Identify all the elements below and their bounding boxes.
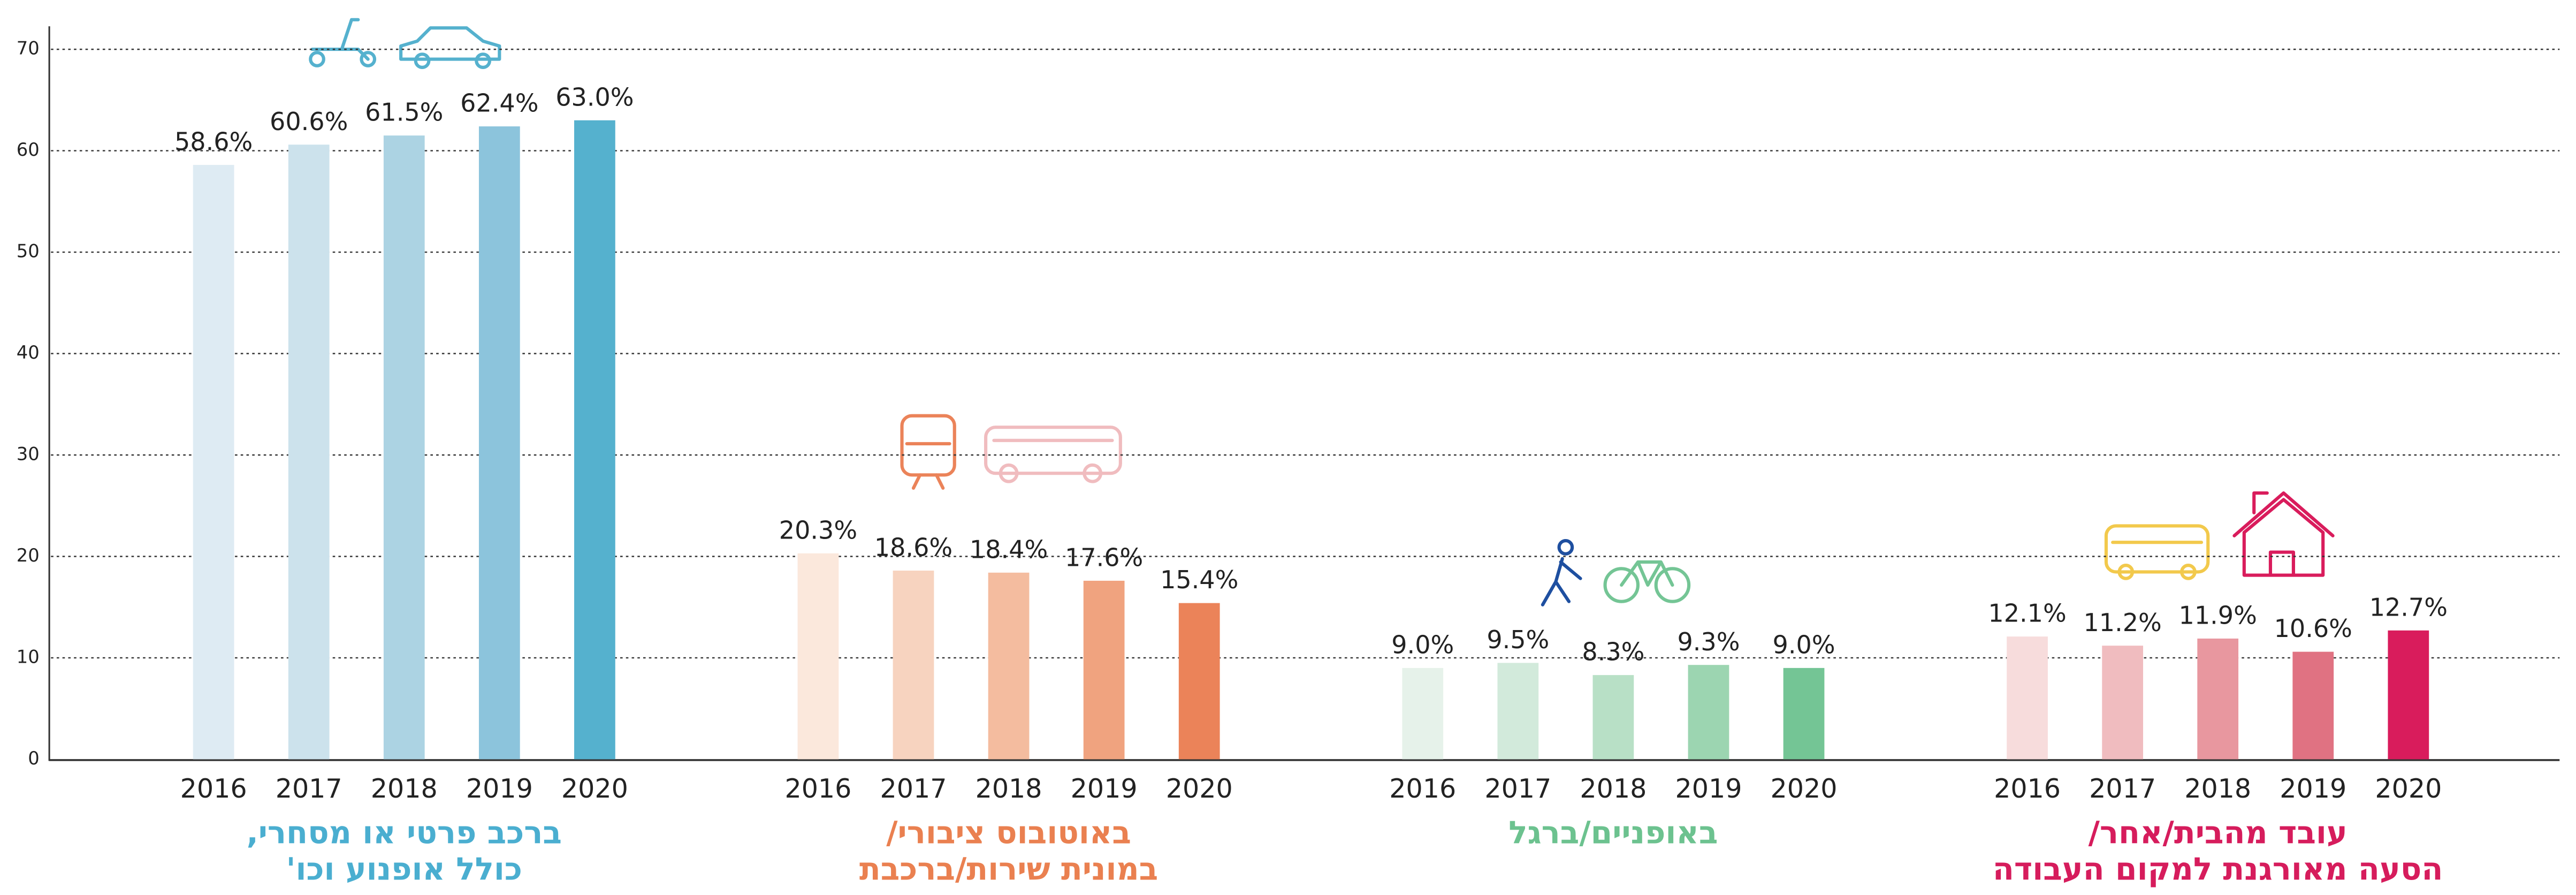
bar (893, 570, 934, 760)
value-label: 8.3% (1582, 638, 1644, 666)
group-label: הסעה מאורגנת למקום העבודה (1993, 851, 2443, 887)
bar (2007, 636, 2048, 760)
group-label: כולל אופנוע וכו' (286, 851, 522, 887)
value-label: 58.6% (174, 127, 253, 156)
value-label: 9.0% (1773, 630, 1835, 659)
value-label: 11.2% (2083, 608, 2161, 637)
group-label: ברכב פרטי או מסחרי, (247, 815, 562, 851)
bar (2388, 630, 2429, 760)
bar (1083, 580, 1125, 760)
x-tick-label: 2016 (784, 773, 851, 804)
house-icon (2232, 491, 2335, 577)
x-tick-label: 2019 (1071, 773, 1138, 804)
value-label: 60.6% (270, 107, 348, 136)
bar (383, 135, 425, 760)
value-label: 18.4% (970, 535, 1048, 564)
y-tick-label: 20 (17, 545, 40, 566)
bar (2197, 638, 2239, 760)
x-tick-label: 2018 (371, 773, 438, 804)
value-label: 9.3% (1677, 627, 1740, 656)
bar (288, 145, 330, 760)
y-tick-label: 0 (28, 748, 39, 769)
y-tick-label: 30 (17, 443, 40, 464)
group-label: עובד מהבית/אחר/ (2089, 815, 2348, 851)
bar (574, 120, 615, 760)
bar (797, 553, 839, 760)
y-tick-label: 70 (17, 38, 40, 59)
bar (2292, 651, 2334, 760)
group-label: באוטובוס ציבורי/ (886, 815, 1131, 851)
x-tick-label: 2017 (880, 773, 947, 804)
value-label: 18.6% (874, 533, 952, 562)
value-label: 12.7% (2369, 593, 2448, 621)
value-label: 12.1% (1988, 599, 2066, 628)
x-tick-label: 2020 (561, 773, 628, 804)
x-tick-label: 2019 (1675, 773, 1742, 804)
bar (1592, 675, 1634, 760)
value-label: 63.0% (555, 82, 634, 111)
x-tick-label: 2016 (180, 773, 247, 804)
value-label: 15.4% (1160, 565, 1238, 594)
group-label: במונית שירות/ברכבת (859, 851, 1158, 887)
value-label: 20.3% (779, 515, 857, 544)
x-tick-label: 2020 (1771, 773, 1838, 804)
x-tick-label: 2017 (1484, 773, 1551, 804)
group-label: באופניים/ברגל (1508, 815, 1718, 851)
bar (1688, 665, 1729, 760)
bar (2102, 646, 2144, 760)
value-label: 61.5% (365, 98, 443, 127)
x-tick-label: 2018 (2184, 773, 2251, 804)
value-label: 10.6% (2274, 614, 2352, 643)
value-label: 62.4% (460, 89, 538, 118)
x-tick-label: 2020 (2375, 773, 2442, 804)
train-icon (900, 414, 956, 490)
value-label: 9.0% (1391, 630, 1454, 659)
x-tick-label: 2018 (975, 773, 1042, 804)
shuttle-icon (2104, 524, 2210, 580)
y-tick-label: 50 (17, 241, 40, 262)
bar (478, 126, 520, 760)
x-tick-label: 2019 (466, 773, 533, 804)
value-label: 17.6% (1065, 543, 1143, 572)
car-icon (399, 26, 501, 69)
bar (1497, 663, 1539, 760)
x-tick-label: 2016 (1389, 773, 1456, 804)
x-tick-label: 2020 (1166, 773, 1233, 804)
x-tick-label: 2017 (2089, 773, 2156, 804)
bus-icon (984, 426, 1122, 483)
bar (1178, 603, 1220, 760)
scooter-icon (309, 18, 377, 67)
bar (1783, 668, 1825, 760)
x-tick-label: 2016 (1994, 773, 2061, 804)
bar (193, 165, 234, 760)
x-tick-label: 2018 (1580, 773, 1647, 804)
walk-icon (1541, 539, 1582, 606)
bike-icon (1603, 560, 1691, 603)
bar (1402, 668, 1444, 760)
value-label: 11.9% (2179, 601, 2257, 630)
y-tick-label: 10 (17, 646, 40, 667)
bar (988, 572, 1030, 760)
x-tick-label: 2017 (276, 773, 342, 804)
x-tick-label: 2019 (2280, 773, 2346, 804)
value-label: 9.5% (1487, 625, 1549, 654)
icons (309, 18, 2335, 606)
y-tick-label: 60 (17, 139, 40, 160)
y-tick-label: 40 (17, 342, 40, 363)
